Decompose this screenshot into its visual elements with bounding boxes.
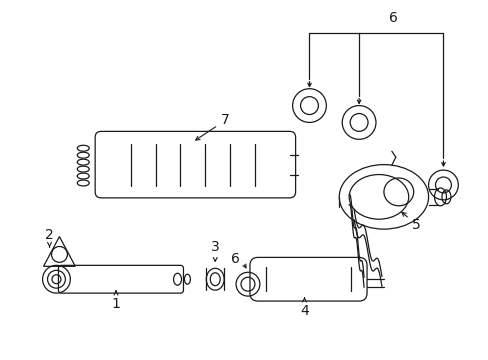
Text: 7: 7 bbox=[195, 113, 229, 140]
Text: 1: 1 bbox=[111, 291, 120, 311]
Text: 5: 5 bbox=[401, 212, 420, 231]
Text: 3: 3 bbox=[210, 240, 219, 261]
Text: 2: 2 bbox=[45, 228, 54, 247]
Text: 6: 6 bbox=[388, 11, 397, 25]
Text: 6: 6 bbox=[230, 252, 239, 266]
Text: 4: 4 bbox=[300, 298, 308, 318]
